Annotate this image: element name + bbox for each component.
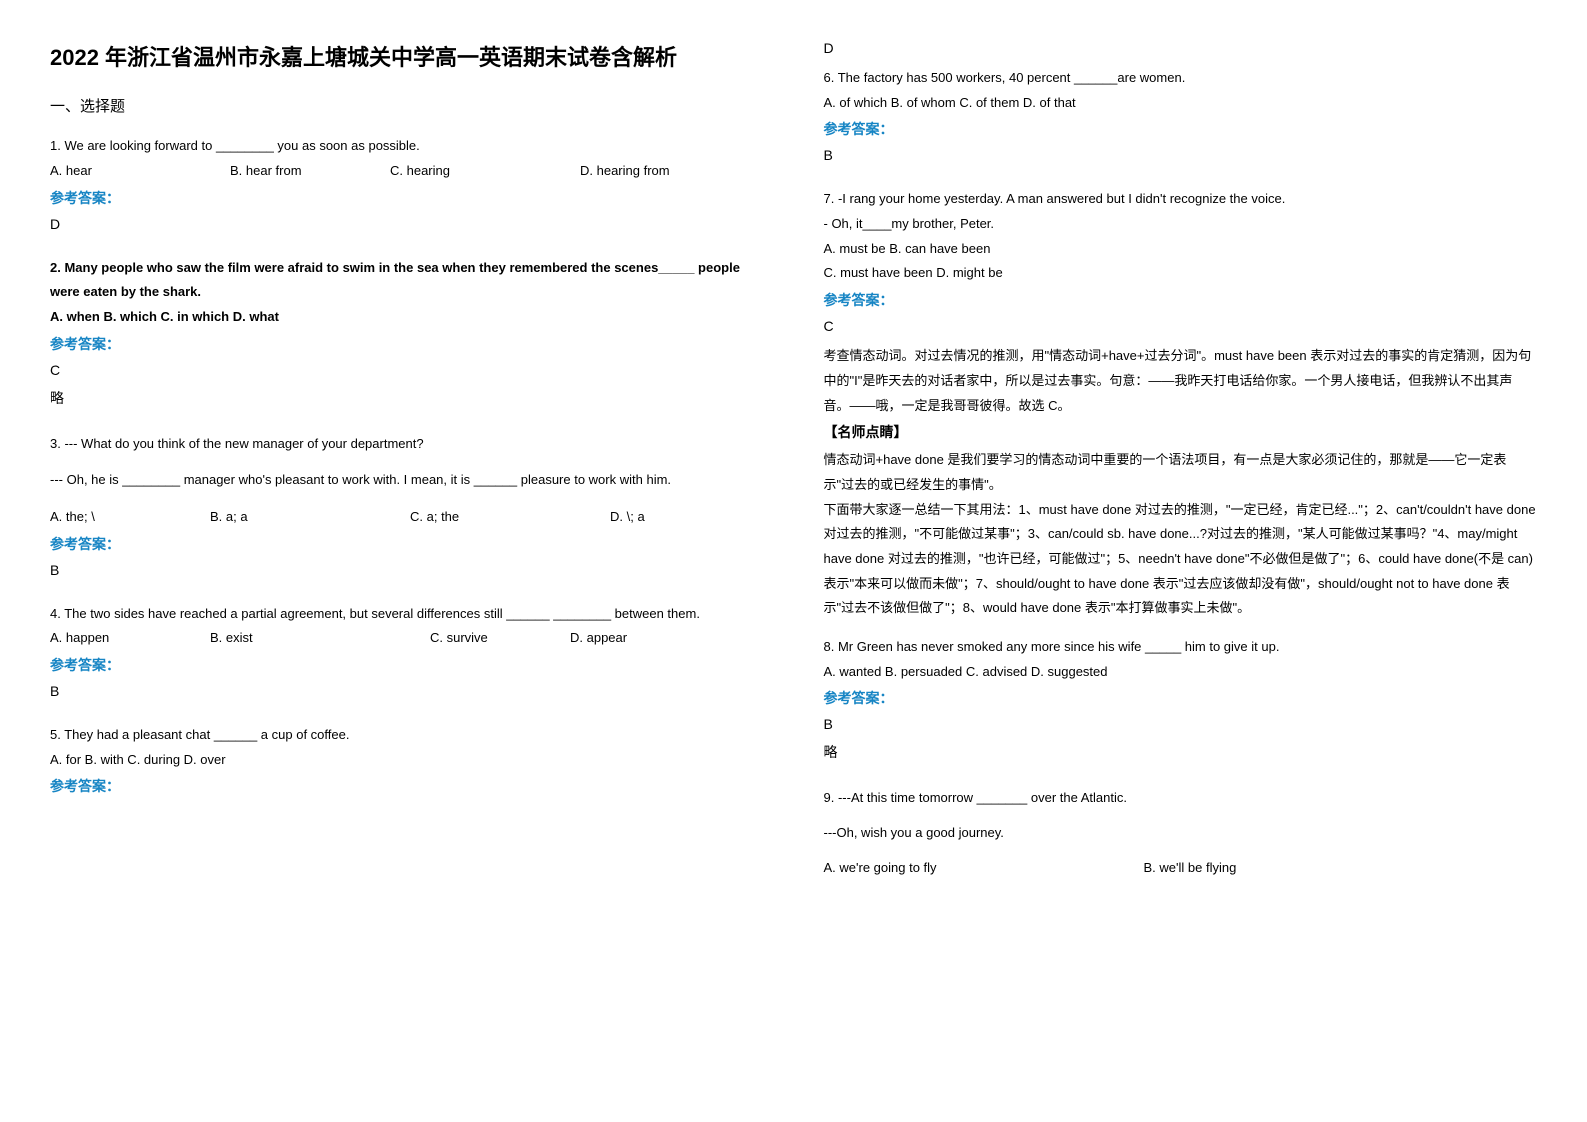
q4-text: 4. The two sides have reached a partial … [50,602,764,627]
q2-options: A. when B. which C. in which D. what [50,305,764,330]
q3-text: 3. --- What do you think of the new mana… [50,432,764,457]
q1-options: A. hear B. hear from C. hearing D. heari… [50,159,764,184]
q9-opt-a: A. we're going to fly [824,856,1104,881]
q4-opt-b: B. exist [210,626,390,651]
q4-opt-d: D. appear [570,626,627,651]
q1-opt-d: D. hearing from [580,159,670,184]
q7-text2: - Oh, it____my brother, Peter. [824,212,1538,237]
q6-answer-label: 参考答案： [824,119,1538,139]
question-8: 8. Mr Green has never smoked any more si… [824,635,1538,772]
question-9: 9. ---At this time tomorrow _______ over… [824,786,1538,880]
q9-text1: 9. ---At this time tomorrow _______ over… [824,786,1538,811]
q5-answer-label: 参考答案： [50,776,764,796]
q2-answer: C [50,362,764,378]
q1-opt-b: B. hear from [230,159,350,184]
q4-opt-c: C. survive [430,626,530,651]
q1-opt-c: C. hearing [390,159,540,184]
q9-options: A. we're going to fly B. we'll be flying [824,856,1538,881]
q4-opt-a: A. happen [50,626,170,651]
section-heading: 一、选择题 [50,95,764,116]
q3-opt-b: B. a; a [210,505,370,530]
q7-opts2: C. must have been D. might be [824,261,1538,286]
question-4: 4. The two sides have reached a partial … [50,602,764,709]
q3-answer: B [50,562,764,578]
q7-teacher-heading: 【名师点睛】 [824,422,1538,442]
q6-text: 6. The factory has 500 workers, 40 perce… [824,66,1538,91]
q3-options: A. the; \ B. a; a C. a; the D. \; a [50,505,764,530]
q5-text: 5. They had a pleasant chat ______ a cup… [50,723,764,748]
q9-text2: ---Oh, wish you a good journey. [824,821,1538,846]
q3-text2: --- Oh, he is ________ manager who's ple… [50,468,764,493]
q8-answer: B [824,716,1538,732]
right-column: D 6. The factory has 500 workers, 40 per… [824,40,1538,1082]
q8-options: A. wanted B. persuaded C. advised D. sug… [824,660,1538,685]
q7-exp2: 情态动词+have done 是我们要学习的情态动词中重要的一个语法项目，有一点… [824,448,1538,497]
question-2: 2. Many people who saw the film were afr… [50,256,764,418]
q5-options: A. for B. with C. during D. over [50,748,764,773]
question-6: 6. The factory has 500 workers, 40 perce… [824,66,1538,173]
q4-answer-label: 参考答案： [50,655,764,675]
question-3: 3. --- What do you think of the new mana… [50,432,764,588]
q3-opt-a: A. the; \ [50,505,170,530]
q7-exp3: 下面带大家逐一总结一下其用法：1、must have done 对过去的推测，"… [824,498,1538,621]
q9-opt-b: B. we'll be flying [1144,856,1237,881]
q2-text: 2. Many people who saw the film were afr… [50,256,764,305]
left-column: 2022 年浙江省温州市永嘉上塘城关中学高一英语期末试卷含解析 一、选择题 1.… [50,40,764,1082]
q1-text: 1. We are looking forward to ________ yo… [50,134,764,159]
q7-answer-label: 参考答案： [824,290,1538,310]
q7-opts1: A. must be B. can have been [824,237,1538,262]
q7-answer: C [824,318,1538,334]
q3-opt-c: C. a; the [410,505,570,530]
q6-answer: B [824,147,1538,163]
question-7: 7. -I rang your home yesterday. A man an… [824,187,1538,621]
q4-options: A. happen B. exist C. survive D. appear [50,626,764,651]
document-title: 2022 年浙江省温州市永嘉上塘城关中学高一英语期末试卷含解析 [50,40,764,75]
question-1: 1. We are looking forward to ________ yo… [50,134,764,241]
q5-answer: D [824,40,1538,56]
q1-answer-label: 参考答案： [50,188,764,208]
q3-answer-label: 参考答案： [50,534,764,554]
q2-extra: 略 [50,388,764,408]
q4-answer: B [50,683,764,699]
q2-answer-label: 参考答案： [50,334,764,354]
q8-answer-label: 参考答案： [824,688,1538,708]
q8-extra: 略 [824,742,1538,762]
question-5: 5. They had a pleasant chat ______ a cup… [50,723,764,804]
q8-text: 8. Mr Green has never smoked any more si… [824,635,1538,660]
q1-opt-a: A. hear [50,159,190,184]
q1-answer: D [50,216,764,232]
q3-opt-d: D. \; a [610,505,645,530]
q6-options: A. of which B. of whom C. of them D. of … [824,91,1538,116]
q7-text1: 7. -I rang your home yesterday. A man an… [824,187,1538,212]
q7-exp1: 考查情态动词。对过去情况的推测，用"情态动词+have+过去分词"。must h… [824,344,1538,418]
